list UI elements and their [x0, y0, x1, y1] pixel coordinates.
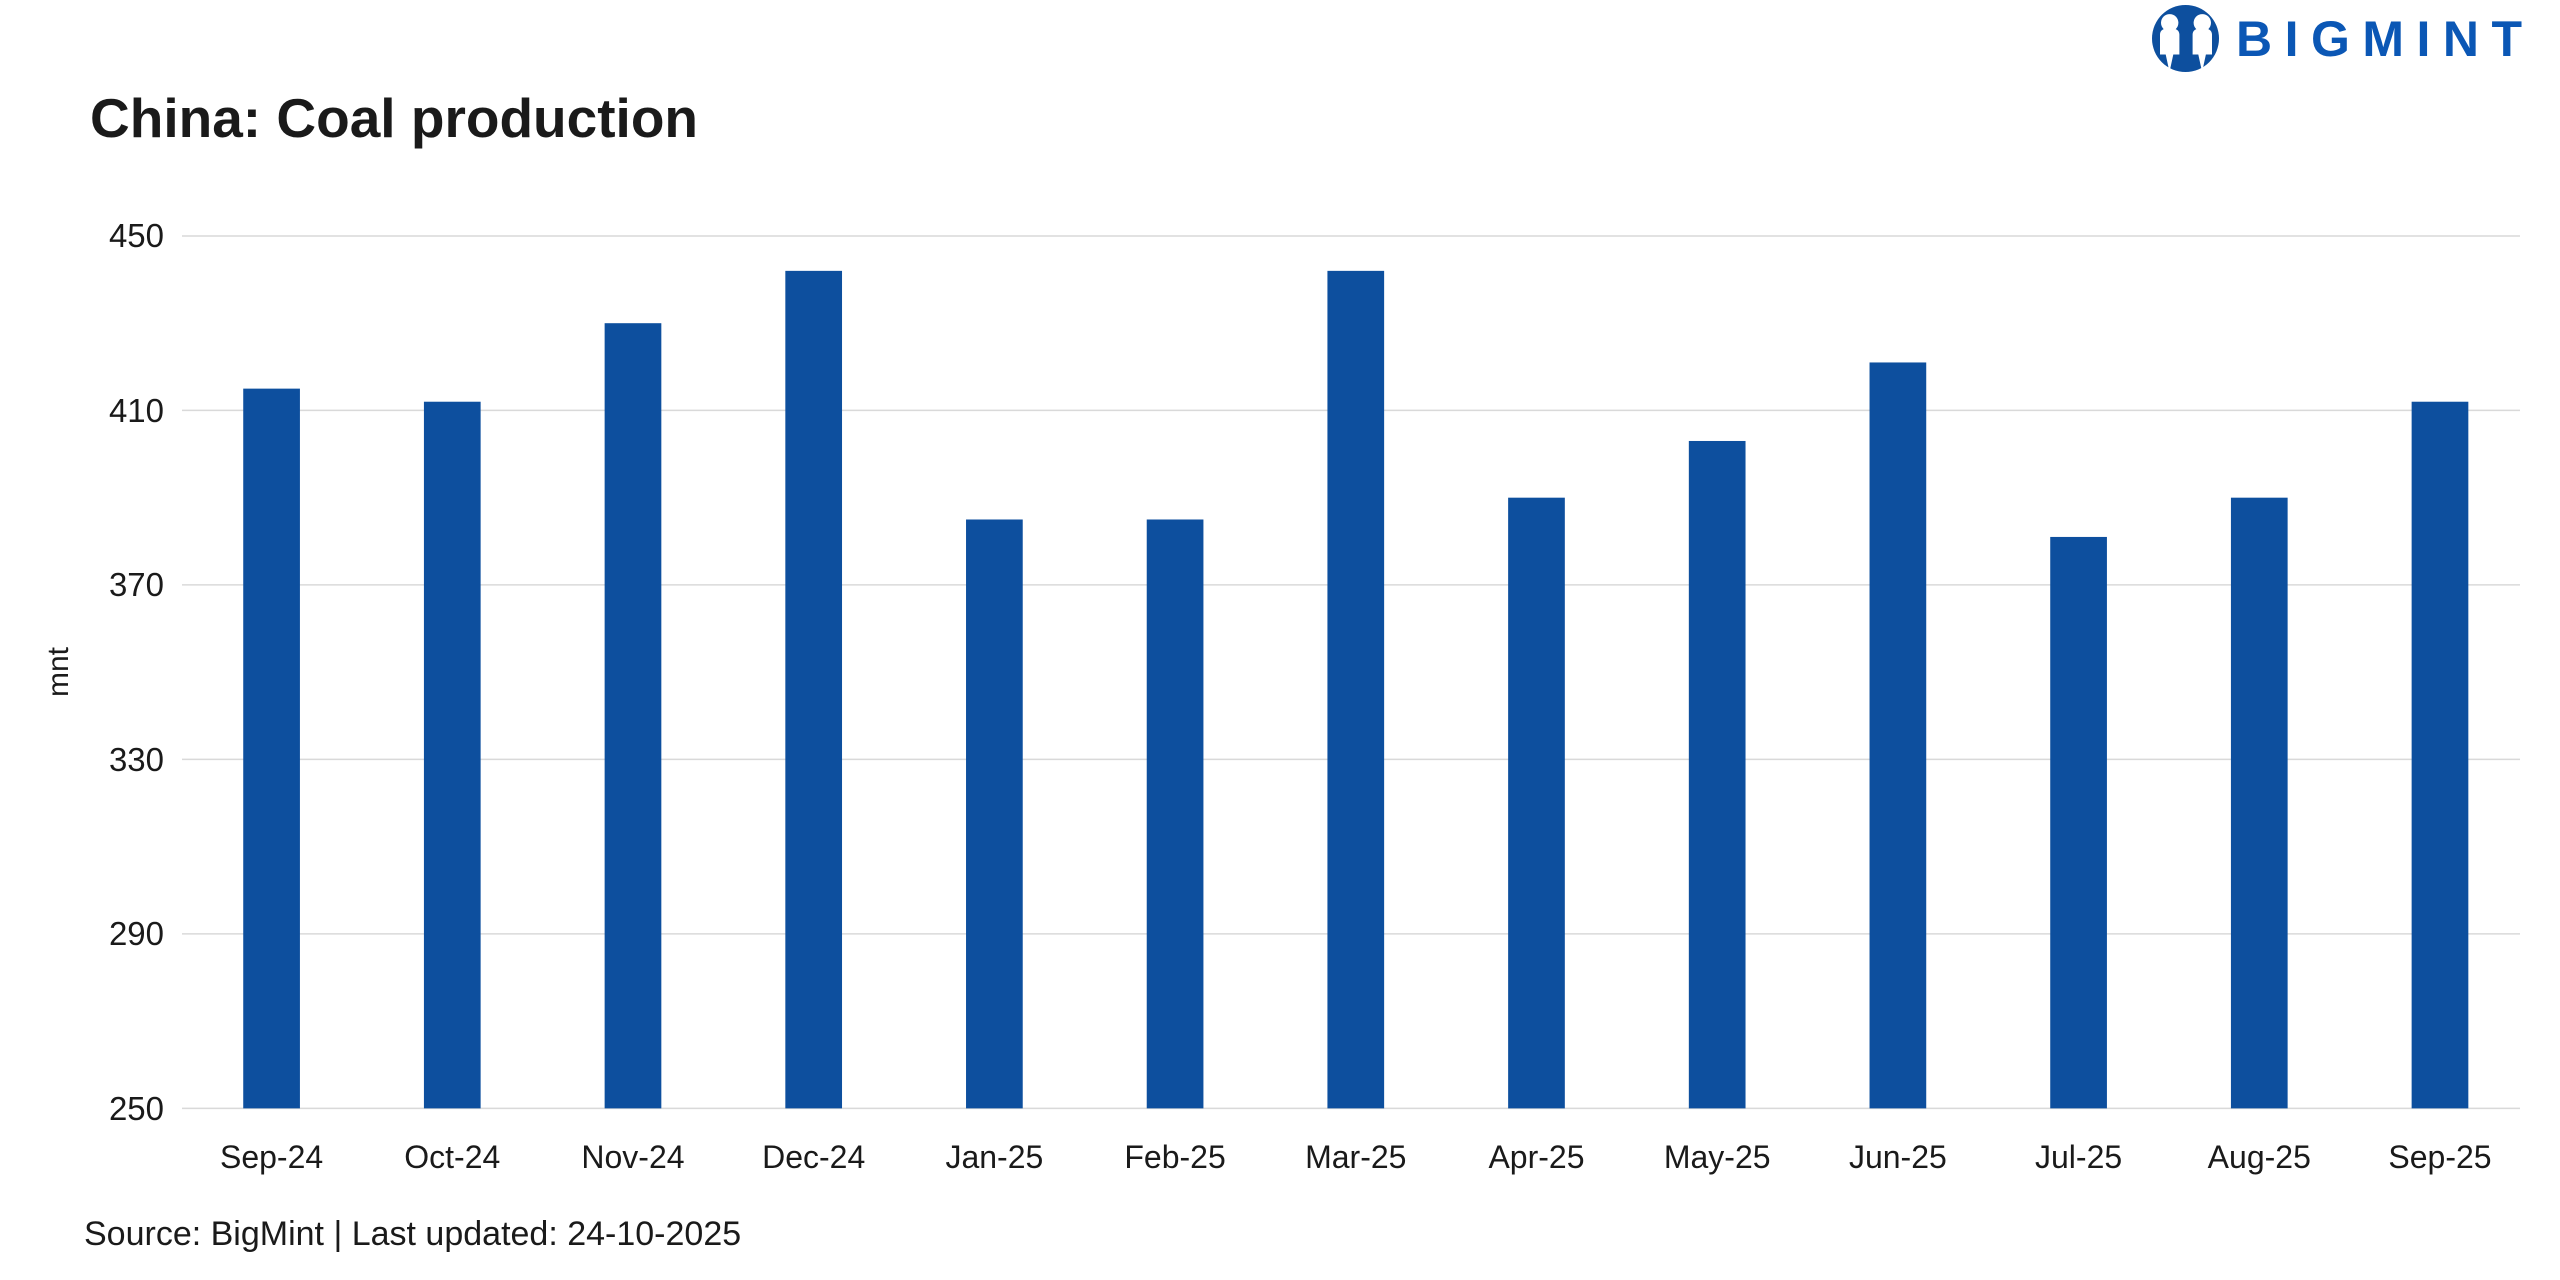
svg-text:Nov-24: Nov-24	[581, 1139, 684, 1175]
svg-text:May-25: May-25	[1664, 1139, 1771, 1175]
svg-text:Dec-24: Dec-24	[762, 1139, 865, 1175]
svg-text:Oct-24: Oct-24	[404, 1139, 500, 1175]
svg-text:mnt: mnt	[42, 646, 75, 697]
svg-text:Jun-25: Jun-25	[1849, 1139, 1947, 1175]
svg-text:410: 410	[109, 392, 164, 429]
svg-text:Apr-25: Apr-25	[1488, 1139, 1584, 1175]
svg-text:Jan-25: Jan-25	[945, 1139, 1043, 1175]
svg-text:Jul-25: Jul-25	[2035, 1139, 2122, 1175]
svg-text:290: 290	[109, 915, 164, 952]
svg-text:330: 330	[109, 741, 164, 778]
svg-text:Sep-24: Sep-24	[220, 1139, 323, 1175]
svg-text:Feb-25: Feb-25	[1124, 1139, 1225, 1175]
svg-text:370: 370	[109, 566, 164, 603]
svg-text:Mar-25: Mar-25	[1305, 1139, 1406, 1175]
svg-text:250: 250	[109, 1090, 164, 1127]
svg-text:Sep-25: Sep-25	[2388, 1139, 2491, 1175]
svg-text:Aug-25: Aug-25	[2208, 1139, 2311, 1175]
svg-text:450: 450	[109, 217, 164, 254]
